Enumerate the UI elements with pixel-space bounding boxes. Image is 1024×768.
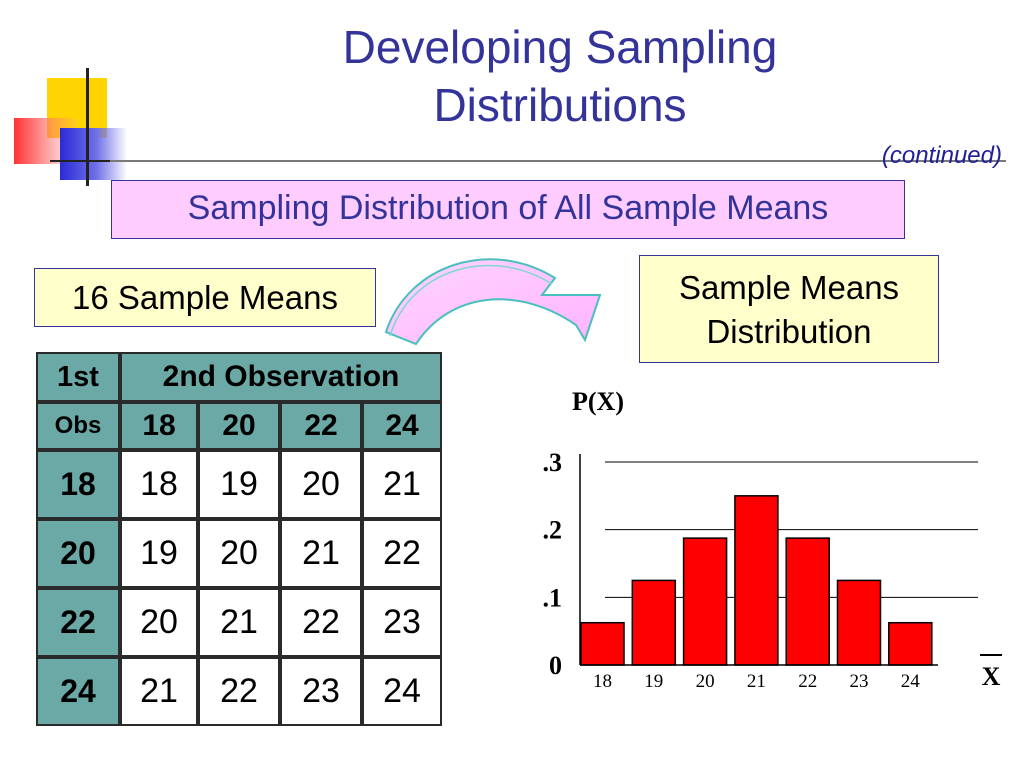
y-tick-label: .3	[543, 448, 563, 477]
x-tick-label: 20	[696, 671, 715, 692]
table-corner-bottom: Obs	[36, 402, 120, 450]
row-header: 20	[36, 519, 120, 588]
y-tick-label: .1	[543, 583, 563, 612]
table-cell: 19	[120, 519, 198, 588]
x-axis-label: X	[982, 662, 1001, 691]
title-divider	[110, 160, 1006, 162]
slide-title-line2: Distributions	[433, 79, 687, 131]
table-cell: 21	[280, 519, 362, 588]
table-cell: 19	[198, 450, 280, 519]
y-tick-label: .2	[543, 516, 563, 545]
x-tick-label: 24	[901, 671, 921, 692]
column-header: 24	[362, 402, 442, 450]
table-cell: 20	[198, 519, 280, 588]
logo-horizontal-line	[50, 160, 120, 162]
bar-19	[631, 579, 677, 666]
table-cell: 22	[280, 588, 362, 657]
table-cell: 21	[198, 588, 280, 657]
bar-18	[580, 621, 625, 666]
x-tick-label: 23	[850, 671, 869, 692]
table-cell: 22	[198, 657, 280, 726]
sample-means-table: 1st Obs 2nd Observation 18 20 22 24 18 1…	[36, 352, 442, 726]
row-header: 18	[36, 450, 120, 519]
table-cell: 23	[362, 588, 442, 657]
y-tick-labels: 0 .1 .2 .3	[543, 448, 563, 680]
continued-note: (continued)	[881, 142, 1002, 169]
y-axis-label: P(X)	[572, 387, 624, 416]
row-header: 24	[36, 657, 120, 726]
table-cell: 21	[120, 657, 198, 726]
distribution-label-line1: Sample Means	[678, 269, 900, 306]
slide-title: Developing Sampling Distributions	[200, 18, 920, 134]
slide-title-line1: Developing Sampling	[342, 21, 778, 73]
x-tick-label: 18	[593, 671, 612, 692]
curved-arrow-icon	[384, 258, 602, 346]
subtitle-box: Sampling Distribution of All Sample Mean…	[111, 180, 905, 239]
bar-22	[785, 537, 830, 666]
table-corner-top: 1st	[36, 352, 120, 402]
logo-blue-square	[60, 128, 126, 180]
column-header: 22	[280, 402, 362, 450]
table-cell: 22	[362, 519, 442, 588]
table-cell: 21	[362, 450, 442, 519]
column-header: 18	[120, 402, 198, 450]
sample-means-label: 16 Sample Means	[34, 268, 376, 327]
row-header: 22	[36, 588, 120, 657]
sample-means-bar-chart: 0 .1 .2 .3 18 19 20 21 22 23 24 P(X) X	[543, 387, 1002, 692]
distribution-label-line2: Distribution	[706, 313, 872, 350]
sample-means-distribution-label: Sample Means Distribution	[639, 255, 939, 363]
y-tick-label: 0	[549, 651, 562, 680]
column-header: 20	[198, 402, 280, 450]
bar-23	[836, 579, 882, 666]
table-cell: 24	[362, 657, 442, 726]
x-tick-labels: 18 19 20 21 22 23 24	[593, 671, 920, 692]
x-tick-label: 19	[644, 671, 663, 692]
table-cell: 18	[120, 450, 198, 519]
x-tick-label: 21	[747, 671, 766, 692]
bar-21	[734, 495, 779, 666]
bar-24	[888, 621, 933, 666]
bar-20	[682, 537, 728, 666]
table-cell: 20	[120, 588, 198, 657]
chart-bars	[580, 495, 933, 666]
table-column-group-header: 2nd Observation	[120, 352, 442, 402]
table-cell: 23	[280, 657, 362, 726]
table-cell: 20	[280, 450, 362, 519]
x-tick-label: 22	[798, 671, 817, 692]
logo-vertical-line	[86, 68, 89, 186]
